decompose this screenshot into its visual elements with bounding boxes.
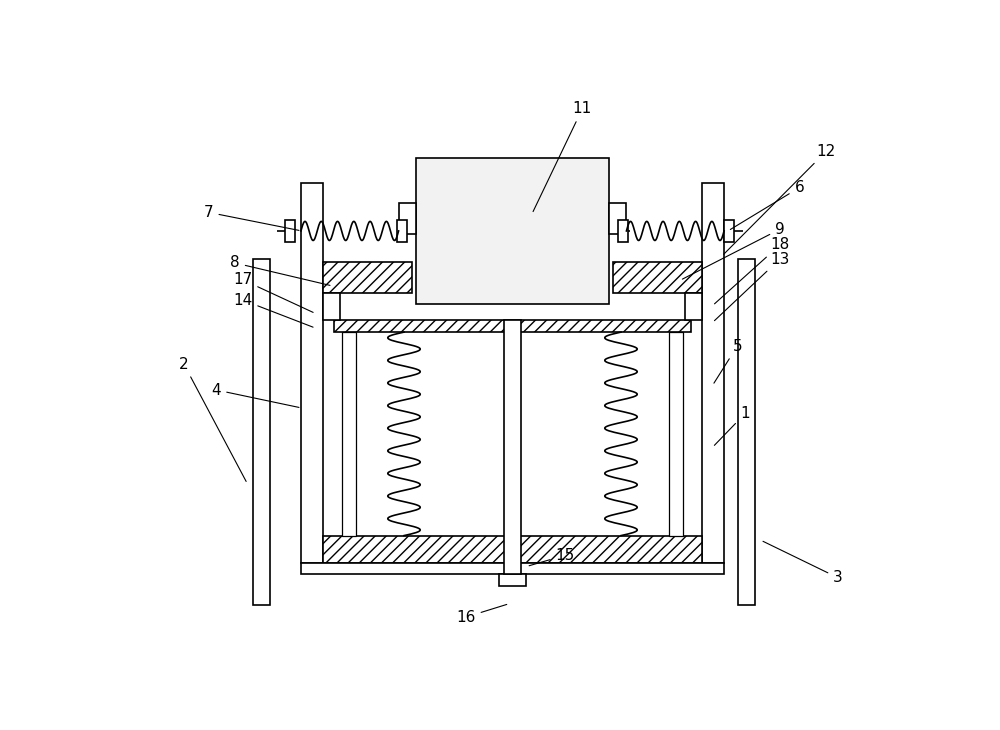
Text: 14: 14 [233, 293, 313, 327]
Text: 1: 1 [714, 406, 750, 445]
Text: 17: 17 [233, 272, 313, 312]
Text: 5: 5 [714, 339, 742, 383]
Bar [613, 262, 702, 293]
Bar [499, 574, 526, 586]
Bar [301, 183, 323, 563]
Bar [724, 220, 734, 242]
Bar [399, 203, 416, 234]
Bar [323, 293, 340, 320]
Text: 3: 3 [763, 542, 843, 585]
Text: 18: 18 [715, 237, 790, 304]
Bar [506, 454, 519, 536]
Text: 11: 11 [533, 101, 592, 212]
Bar [342, 332, 356, 536]
Text: 9: 9 [682, 222, 785, 279]
Text: 13: 13 [714, 252, 790, 320]
Text: 4: 4 [212, 383, 299, 407]
Bar [397, 220, 407, 242]
Bar [323, 536, 702, 563]
Text: 8: 8 [230, 255, 330, 285]
Bar [323, 262, 412, 293]
Bar [738, 259, 755, 604]
Bar [301, 563, 724, 574]
Text: 15: 15 [529, 548, 575, 566]
Bar [334, 320, 691, 332]
Bar [618, 220, 628, 242]
Bar [669, 332, 683, 536]
Text: 12: 12 [724, 144, 836, 254]
Bar [702, 183, 724, 563]
Text: 6: 6 [730, 180, 804, 229]
Bar [416, 158, 609, 304]
Bar [285, 220, 295, 242]
Text: 16: 16 [456, 604, 507, 625]
Text: 2: 2 [179, 357, 246, 481]
Bar [504, 320, 521, 574]
Bar [609, 203, 626, 234]
Text: 7: 7 [204, 205, 299, 231]
Bar [685, 293, 702, 320]
Bar [253, 259, 270, 604]
